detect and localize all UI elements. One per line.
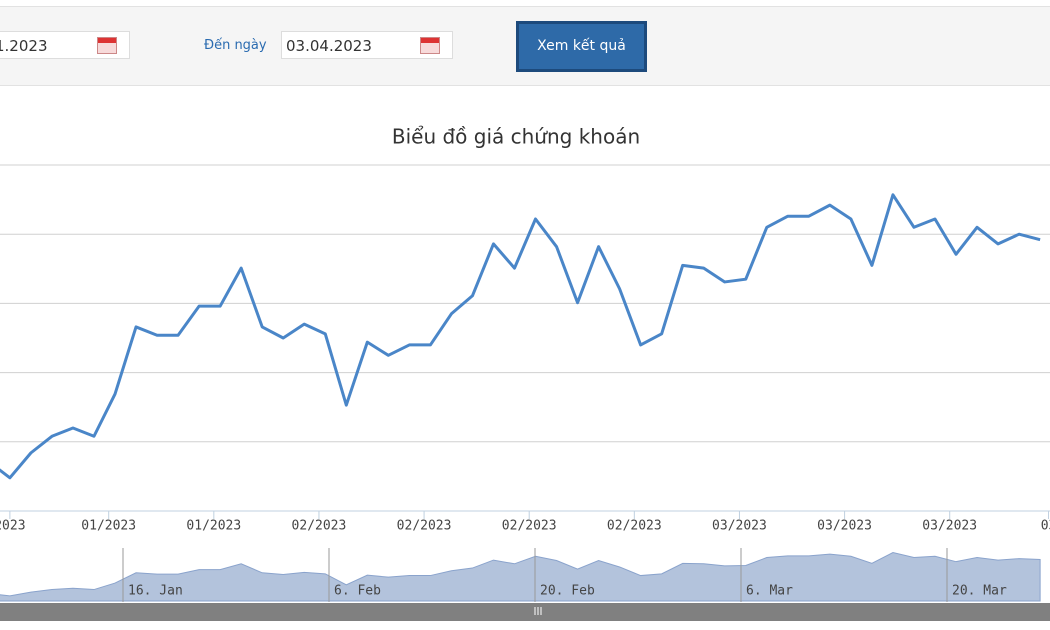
filter-bar: 1.2023 Đến ngày 03.04.2023 Xem kết quả (0, 6, 1050, 86)
navigator-label: 20. Mar (952, 584, 1007, 599)
to-label: Đến ngày (204, 38, 267, 53)
x-tick-label: 02/2023 (292, 519, 347, 534)
to-date: 03.04.2023 (286, 37, 372, 55)
x-tick-label: 03 (1041, 519, 1050, 534)
chart: Biểu đồ giá chứng khoán 2023 01/2023 01/20… (0, 125, 1050, 621)
x-tick-label: 01/2023 (81, 519, 136, 534)
scrollbar (0, 603, 1050, 621)
navigator-label: 6. Feb (334, 584, 381, 599)
line (0, 193, 1041, 480)
to-date-input[interactable]: 03.04.2023 (281, 31, 453, 59)
submit-button[interactable]: Xem kết quả (516, 21, 647, 72)
calendar-icon[interactable] (97, 37, 117, 54)
navigator-label: 16. Jan (128, 584, 183, 599)
x-tick-label: 02/2023 (607, 519, 662, 534)
chart-title: Biểu đồ giá chứng khoán (392, 125, 640, 149)
x-tick-label: 01/2023 (186, 519, 241, 534)
navigator-area (0, 552, 1041, 602)
from-date-input[interactable]: 1.2023 (0, 31, 130, 59)
x-tick-label: 2023 (0, 519, 26, 534)
x-tick-label: 03/2023 (922, 519, 977, 534)
from-date: 1.2023 (0, 37, 48, 55)
navigator-label: 6. Mar (746, 584, 793, 599)
x-tick-label: 03/2023 (712, 519, 767, 534)
calendar-icon[interactable] (420, 37, 440, 54)
x-tick-label: 02/2023 (502, 519, 557, 534)
x-tick-label: 03/2023 (817, 519, 872, 534)
x-tick-label: 02/2023 (397, 519, 452, 534)
navigator-label: 20. Feb (540, 584, 595, 599)
